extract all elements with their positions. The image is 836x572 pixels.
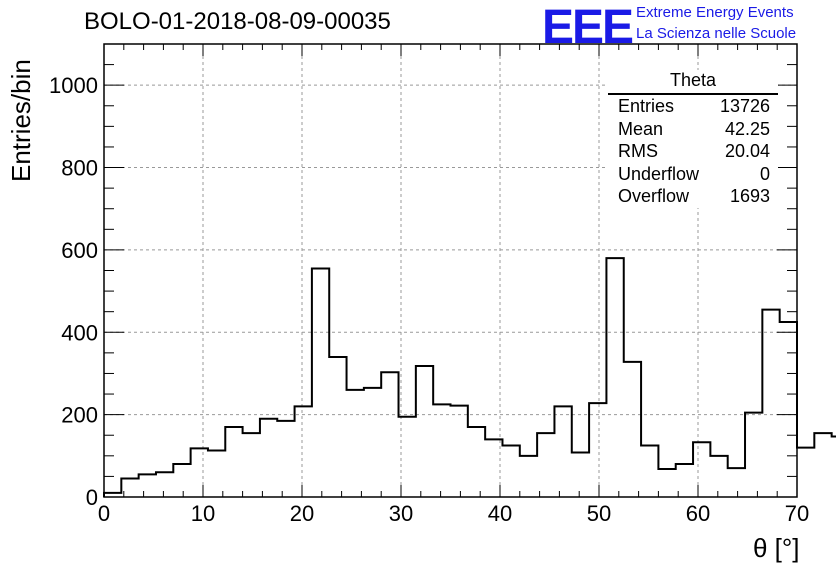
histogram-bin — [780, 322, 797, 497]
y-tick-label: 1000 — [49, 73, 98, 98]
histogram-bin — [416, 366, 433, 497]
histogram-bin — [243, 433, 260, 497]
histogram-bin — [225, 427, 242, 497]
chart-title: BOLO-01-2018-08-09-00035 — [84, 8, 391, 35]
histogram-bin — [329, 357, 346, 497]
stats-row-mean: Mean 42.25 — [608, 118, 778, 141]
stats-value: 13726 — [719, 96, 770, 116]
y-tick-label: 0 — [86, 485, 98, 510]
stats-label: Entries — [618, 96, 675, 116]
stats-row-underflow: Underflow 0 — [608, 163, 778, 186]
histogram-line — [103, 257, 836, 497]
x-tick-label: 20 — [290, 501, 314, 526]
histogram-bin — [139, 474, 156, 497]
histogram-bin — [399, 417, 416, 497]
stats-label: Underflow — [618, 163, 700, 184]
histogram-bin — [728, 468, 745, 497]
stats-value: 42.25 — [724, 118, 770, 139]
stats-row-overflow: Overflow 1693 — [608, 185, 778, 208]
histogram-bin — [693, 442, 710, 497]
histogram-bin — [208, 450, 225, 497]
histogram-bin — [814, 433, 831, 497]
logo-line-2: La Scienza nelle Scuole — [636, 25, 797, 42]
y-tick-label: 400 — [61, 320, 98, 345]
stats-row-entries: Entries 13726 — [608, 95, 778, 118]
x-tick-label: 60 — [686, 501, 710, 526]
histogram-bin — [156, 472, 173, 497]
histogram-bin — [710, 456, 727, 497]
histogram-bin — [191, 448, 208, 497]
histogram-bin — [572, 453, 589, 497]
x-tick-label: 10 — [191, 501, 215, 526]
x-tick-label: 50 — [587, 501, 611, 526]
logo-line-1: Extreme Energy Events — [636, 4, 794, 21]
histogram-bin — [589, 403, 606, 497]
histogram-bin — [797, 448, 814, 497]
histogram-bin — [832, 436, 836, 497]
stats-value: 20.04 — [724, 141, 770, 161]
histogram-bin — [295, 406, 312, 497]
stats-label: Mean — [618, 118, 664, 139]
stats-row-rms: RMS 20.04 — [608, 140, 778, 163]
histogram-bin — [468, 427, 485, 497]
y-tick-label: 800 — [61, 156, 98, 181]
histogram-bin — [606, 258, 623, 497]
histogram-bin — [347, 390, 364, 497]
histogram-bin — [260, 419, 277, 497]
histogram-bin — [520, 456, 537, 497]
x-tick-label: 70 — [785, 501, 809, 526]
histogram-bin — [641, 446, 658, 497]
histogram-bin — [364, 388, 381, 497]
histogram-bin — [762, 310, 779, 497]
x-axis-label: θ [°] — [753, 533, 800, 563]
histogram-bin — [624, 362, 641, 497]
stats-value: 0 — [759, 163, 770, 184]
stats-title: Theta — [608, 70, 778, 95]
histogram-bin — [451, 406, 468, 497]
histogram-bin — [381, 372, 398, 497]
stats-label: RMS — [618, 141, 658, 161]
y-axis-label: Entries/bin — [6, 59, 36, 182]
y-tick-label: 200 — [61, 403, 98, 428]
x-tick-label: 40 — [488, 501, 512, 526]
histogram-bin — [312, 268, 329, 497]
histogram-bin — [277, 421, 294, 497]
histogram-bin — [502, 446, 519, 497]
histogram-bin — [658, 469, 675, 497]
histogram-bin — [433, 404, 450, 497]
x-tick-label: 0 — [98, 501, 110, 526]
histogram-bin — [554, 406, 571, 497]
stats-box: Theta Entries 13726 Mean 42.25 RMS 20.04… — [608, 70, 778, 208]
stats-value: 1693 — [729, 186, 770, 206]
y-tick-label: 600 — [61, 238, 98, 263]
histogram-bin — [745, 413, 762, 497]
stats-label: Overflow — [618, 186, 690, 206]
histogram-bin — [537, 433, 554, 497]
histogram-bin — [173, 464, 190, 497]
x-tick-label: 30 — [389, 501, 413, 526]
